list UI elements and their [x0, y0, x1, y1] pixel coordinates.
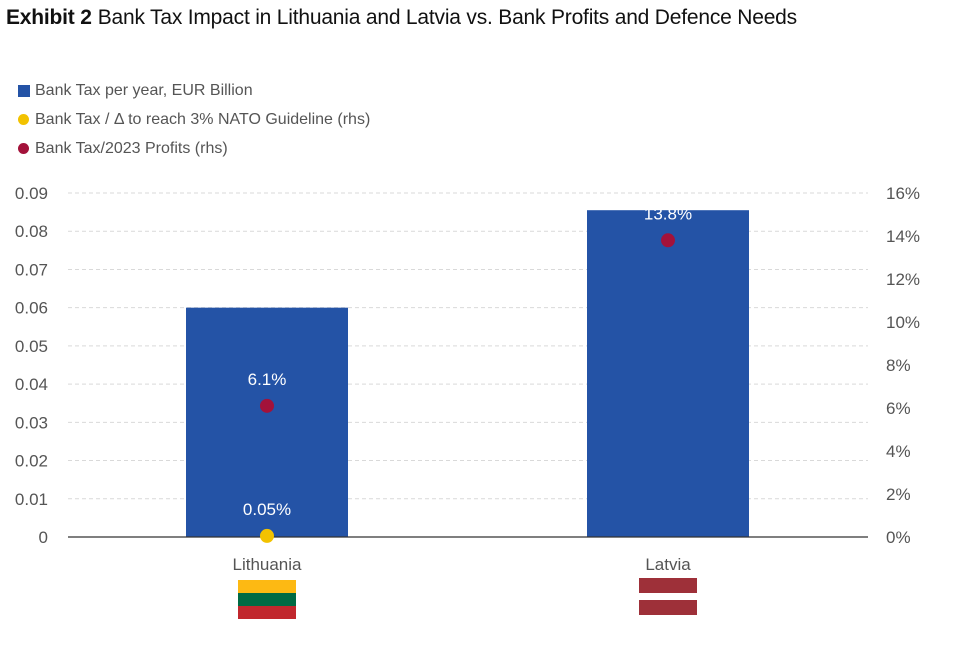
- chart-title-text: Bank Tax Impact in Lithuania and Latvia …: [97, 6, 797, 29]
- y-left-tick-label: 0.09: [15, 184, 48, 203]
- lithuania-flag-stripe: [238, 580, 296, 593]
- legend-swatch-nato-dot: [18, 114, 29, 125]
- legend-item-profits: Bank Tax/2023 Profits (rhs): [18, 134, 370, 163]
- data-label: 13.8%: [644, 204, 692, 223]
- legend-label-profits: Bank Tax/2023 Profits (rhs): [35, 139, 228, 157]
- data-label: 6.1%: [248, 370, 287, 389]
- bar: [587, 210, 749, 537]
- y-left-tick-label: 0.03: [15, 413, 48, 432]
- legend-label-bank-tax: Bank Tax per year, EUR Billion: [35, 81, 253, 99]
- y-left-tick-label: 0.06: [15, 299, 48, 318]
- profits-dot: [260, 398, 274, 413]
- y-left-tick-label: 0.01: [15, 490, 48, 509]
- latvia-flag-stripe: [639, 593, 697, 600]
- exhibit-label: Exhibit 2: [6, 6, 92, 29]
- y-right-tick-label: 2%: [886, 485, 911, 504]
- x-tick-label: Latvia: [645, 555, 691, 574]
- legend: Bank Tax per year, EUR Billion Bank Tax …: [18, 76, 370, 163]
- latvia-flag-stripe: [639, 578, 697, 593]
- y-left-tick-label: 0.04: [15, 375, 48, 394]
- y-left-tick-label: 0: [39, 528, 48, 547]
- y-right-tick-label: 8%: [886, 356, 911, 375]
- y-right-tick-label: 0%: [886, 528, 911, 547]
- bar: [186, 307, 348, 537]
- y-right-tick-label: 14%: [886, 227, 920, 246]
- lithuania-flag-stripe: [238, 606, 296, 619]
- y-left-tick-label: 0.08: [15, 222, 48, 241]
- data-label: 0.05%: [243, 500, 291, 519]
- y-left-tick-label: 0.07: [15, 260, 48, 279]
- latvia-flag-stripe: [639, 600, 697, 615]
- legend-label-nato: Bank Tax / Δ to reach 3% NATO Guideline …: [35, 110, 371, 128]
- legend-item-bank-tax: Bank Tax per year, EUR Billion: [18, 76, 370, 105]
- y-right-tick-label: 12%: [886, 270, 920, 289]
- y-right-tick-label: 10%: [886, 313, 920, 332]
- chart-title: Exhibit 2 Bank Tax Impact in Lithuania an…: [6, 6, 797, 30]
- y-right-tick-label: 16%: [886, 184, 920, 203]
- y-right-tick-label: 4%: [886, 442, 911, 461]
- legend-item-nato: Bank Tax / Δ to reach 3% NATO Guideline …: [18, 105, 370, 134]
- profits-dot: [661, 233, 675, 248]
- y-right-tick-label: 6%: [886, 399, 911, 418]
- nato-dot: [260, 528, 274, 543]
- y-left-tick-label: 0.05: [15, 337, 48, 356]
- x-tick-label: Lithuania: [232, 555, 302, 574]
- lithuania-flag-stripe: [238, 593, 296, 606]
- legend-swatch-bar: [18, 84, 30, 97]
- legend-swatch-profits-dot: [18, 143, 29, 154]
- y-left-tick-label: 0.02: [15, 452, 48, 471]
